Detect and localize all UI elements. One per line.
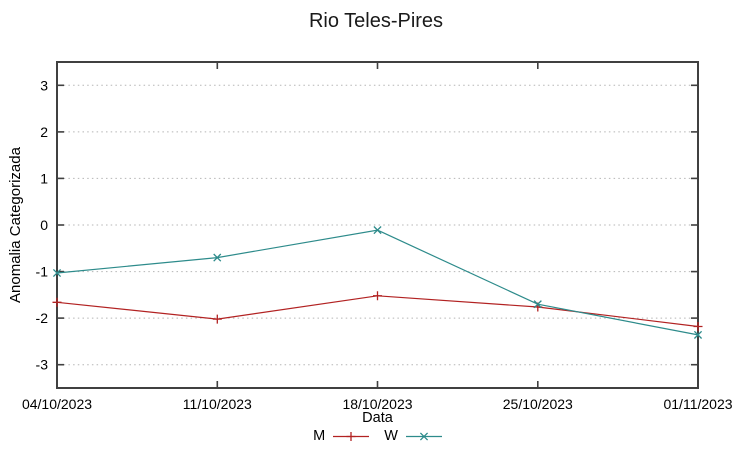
svg-text:18/10/2023: 18/10/2023 [342, 396, 412, 412]
svg-text:0: 0 [40, 217, 48, 233]
svg-text:1: 1 [40, 170, 48, 186]
y-tick-labels: 3 2 1 0 -1 -2 -3 [36, 77, 49, 372]
y-axis-label: Anomalia Categorizada [7, 146, 24, 303]
svg-text:2: 2 [40, 124, 48, 140]
chart-title: Rio Teles-Pires [308, 10, 444, 32]
gridlines [59, 84, 696, 366]
series-M [52, 291, 703, 331]
svg-text:-1: -1 [36, 264, 49, 280]
plot-border [56, 61, 699, 389]
legend-label-m: M [313, 428, 326, 444]
svg-text:-3: -3 [36, 357, 49, 373]
svg-text:01/11/2023: 01/11/2023 [663, 396, 732, 412]
svg-text:3: 3 [40, 77, 48, 93]
svg-text:25/10/2023: 25/10/2023 [503, 396, 573, 412]
x-axis-label: Data [362, 410, 393, 426]
svg-text:-2: -2 [36, 310, 49, 326]
svg-text:04/10/2023: 04/10/2023 [22, 396, 92, 412]
series-W [52, 226, 703, 339]
x-tick-labels: 04/10/2023 11/10/2023 18/10/2023 25/10/2023… [22, 396, 733, 412]
svg-text:11/10/2023: 11/10/2023 [183, 396, 252, 412]
legend-line-sample-m-icon [333, 431, 370, 441]
legend-line-sample-w-icon [405, 431, 442, 441]
legend-label-w: W [384, 428, 398, 444]
y-ticks [57, 84, 698, 366]
legend: M W [57, 428, 698, 444]
